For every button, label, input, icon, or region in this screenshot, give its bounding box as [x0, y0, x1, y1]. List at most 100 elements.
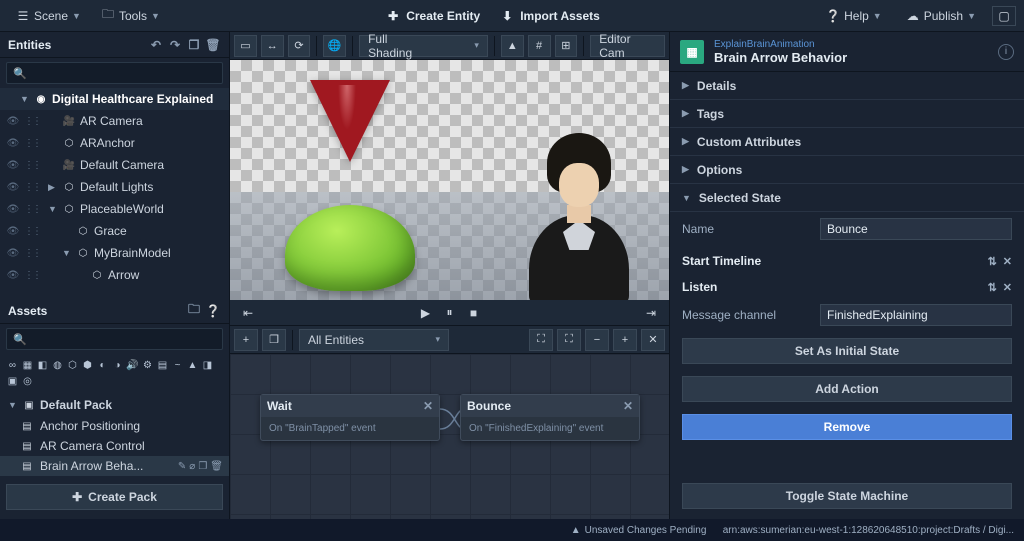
visibility-icon[interactable]: 👁 — [6, 204, 20, 215]
create-entity-button[interactable]: ✚ Create Entity — [386, 9, 480, 23]
asset-filter-icons[interactable]: ∞▦◧◍⬡⬢◐◑🔊⚙▤~▲◨▣◎ — [0, 354, 229, 392]
asset-row[interactable]: ▤ Anchor Positioning — [0, 416, 229, 436]
fit-button[interactable]: ⛶ — [529, 329, 553, 351]
link-icon[interactable]: ⌀ — [189, 461, 195, 472]
state-node[interactable]: Bounce✕ On "FinishedExplaining" event — [460, 394, 640, 441]
entity-row[interactable]: 👁 ⋮⋮ 🎥 AR Camera — [0, 110, 229, 132]
add-action-button[interactable]: Add Action — [682, 376, 1012, 402]
assets-search[interactable]: 🔍 — [6, 328, 223, 350]
select-tool[interactable]: ▭ — [234, 35, 257, 57]
tree-scene-root[interactable]: ▼ ◉ Digital Healthcare Explained — [0, 88, 229, 110]
grid-tool[interactable]: ▲ — [501, 35, 524, 57]
edit-icon[interactable]: ✎ — [178, 461, 186, 472]
entity-row[interactable]: 👁 ⋮⋮ ⬡ Arrow — [0, 264, 229, 286]
redo-button[interactable]: ↷ — [167, 37, 183, 53]
close-icon[interactable]: ✕ — [1003, 281, 1012, 294]
help-label: Help — [844, 9, 869, 23]
visibility-icon[interactable]: 👁 — [6, 182, 20, 193]
globe-tool[interactable]: 🌐 — [323, 35, 346, 57]
reorder-icon[interactable]: ⇅ — [988, 281, 997, 294]
section-options[interactable]: ▶Options — [670, 156, 1024, 184]
entity-row[interactable]: 👁 ⋮⋮ ▶ ⬡ Default Lights — [0, 176, 229, 198]
rotate-tool[interactable]: ⟳ — [288, 35, 311, 57]
move-tool[interactable]: ↔ — [261, 35, 284, 57]
zoom-in-button[interactable]: + — [613, 329, 637, 351]
asset-label: Brain Arrow Beha... — [40, 459, 143, 473]
fit2-button[interactable]: ⛶ — [557, 329, 581, 351]
delete-button[interactable]: 🗑 — [205, 37, 221, 53]
snap-tool[interactable]: ⊞ — [555, 35, 578, 57]
close-icon[interactable]: ✕ — [423, 399, 433, 413]
entity-row[interactable]: 👁 ⋮⋮ ▼ ⬡ PlaceableWorld — [0, 198, 229, 220]
visibility-icon[interactable]: 👁 — [6, 116, 20, 127]
copy-icon[interactable]: ❐ — [198, 461, 207, 472]
assets-folder-button[interactable]: 🗀 — [186, 303, 202, 319]
copy-button[interactable]: ❐ — [186, 37, 202, 53]
create-pack-button[interactable]: ✚ Create Pack — [6, 484, 223, 510]
toggle-state-machine-button[interactable]: Toggle State Machine — [682, 483, 1012, 509]
trash-icon[interactable]: 🗑 — [210, 461, 223, 472]
assets-help-button[interactable]: ❔ — [205, 303, 221, 319]
entity-label: PlaceableWorld — [80, 202, 164, 216]
visibility-icon[interactable]: 👁 — [6, 138, 20, 149]
entities-title: Entities — [8, 38, 51, 52]
shading-label: Full Shading — [368, 32, 428, 60]
reorder-icon[interactable]: ⇅ — [988, 255, 997, 268]
tools-menu[interactable]: 🗀 Tools ▼ — [93, 5, 168, 27]
close-graph-button[interactable]: ✕ — [641, 329, 665, 351]
section-custom-attrs[interactable]: ▶Custom Attributes — [670, 128, 1024, 156]
entity-icon: ⬡ — [90, 268, 104, 282]
expand-icon[interactable]: ▶ — [48, 182, 58, 193]
camera-select[interactable]: Editor Cam — [590, 35, 665, 57]
dup-node-button[interactable]: ❐ — [262, 329, 286, 351]
entity-row[interactable]: 👁 ⋮⋮ ⬡ Grace — [0, 220, 229, 242]
visibility-icon[interactable]: 👁 — [6, 226, 20, 237]
close-icon[interactable]: ✕ — [623, 399, 633, 413]
camera-label: Editor Cam — [599, 32, 656, 60]
help-menu[interactable]: ❔ Help ▼ — [818, 5, 890, 27]
section-details[interactable]: ▶Details — [670, 72, 1024, 100]
close-icon[interactable]: ✕ — [1003, 255, 1012, 268]
message-channel-input[interactable]: FinishedExplaining — [820, 304, 1012, 326]
forward-button[interactable]: ⇥ — [642, 304, 660, 322]
add-node-button[interactable]: + — [234, 329, 258, 351]
rewind-button[interactable]: ⇤ — [239, 304, 257, 322]
scene-menu-label: Scene — [34, 9, 68, 23]
viewport-3d[interactable] — [230, 60, 669, 300]
state-graph[interactable]: Wait✕ On "BrainTapped" event Bounce✕ On "… — [230, 354, 669, 519]
visibility-icon[interactable]: 👁 — [6, 270, 20, 281]
publish-menu[interactable]: ☁ Publish ▼ — [898, 5, 984, 27]
remove-button[interactable]: Remove — [682, 414, 1012, 440]
asset-row[interactable]: ▤ Brain Arrow Beha... ✎⌀❐🗑 — [0, 456, 229, 476]
visibility-icon[interactable]: 👁 — [6, 248, 20, 259]
entity-row[interactable]: 👁 ⋮⋮ 🎥 Default Camera — [0, 154, 229, 176]
undo-button[interactable]: ↶ — [148, 37, 164, 53]
scene-menu[interactable]: ☰ Scene ▼ — [8, 5, 89, 27]
hash-tool[interactable]: # — [528, 35, 551, 57]
import-assets-button[interactable]: ⬇ Import Assets — [500, 9, 600, 23]
asset-row[interactable]: ▤ AR Camera Control — [0, 436, 229, 456]
entity-filter-select[interactable]: All Entities ▾ — [299, 329, 449, 351]
visibility-icon[interactable]: 👁 — [6, 160, 20, 171]
section-selected-state[interactable]: ▼Selected State — [670, 184, 1024, 212]
stop-button[interactable]: ■ — [465, 304, 483, 322]
section-tags[interactable]: ▶Tags — [670, 100, 1024, 128]
state-node[interactable]: Wait✕ On "BrainTapped" event — [260, 394, 440, 441]
info-icon[interactable]: i — [998, 44, 1014, 60]
expand-icon[interactable]: ▼ — [48, 204, 58, 214]
set-initial-button[interactable]: Set As Initial State — [682, 338, 1012, 364]
zoom-out-button[interactable]: − — [585, 329, 609, 351]
entity-row[interactable]: 👁 ⋮⋮ ⬡ ARAnchor — [0, 132, 229, 154]
expand-icon[interactable]: ▼ — [62, 248, 72, 258]
asset-pack-row[interactable]: ▼ ▣ Default Pack — [0, 394, 229, 416]
name-input[interactable]: Bounce — [820, 218, 1012, 240]
shading-select[interactable]: Full Shading ▾ — [359, 35, 488, 57]
pause-button[interactable]: ⏸ — [441, 304, 459, 322]
dots-icon: ⋮⋮ — [24, 182, 40, 193]
entity-row[interactable]: 👁 ⋮⋮ ▼ ⬡ MyBrainModel — [0, 242, 229, 264]
caret-down-icon: ▼ — [967, 11, 976, 21]
start-timeline-label: Start Timeline — [682, 254, 761, 268]
play-button[interactable]: ▶ — [417, 304, 435, 322]
present-button[interactable]: ▢ — [992, 6, 1016, 26]
entities-search[interactable]: 🔍 — [6, 62, 223, 84]
